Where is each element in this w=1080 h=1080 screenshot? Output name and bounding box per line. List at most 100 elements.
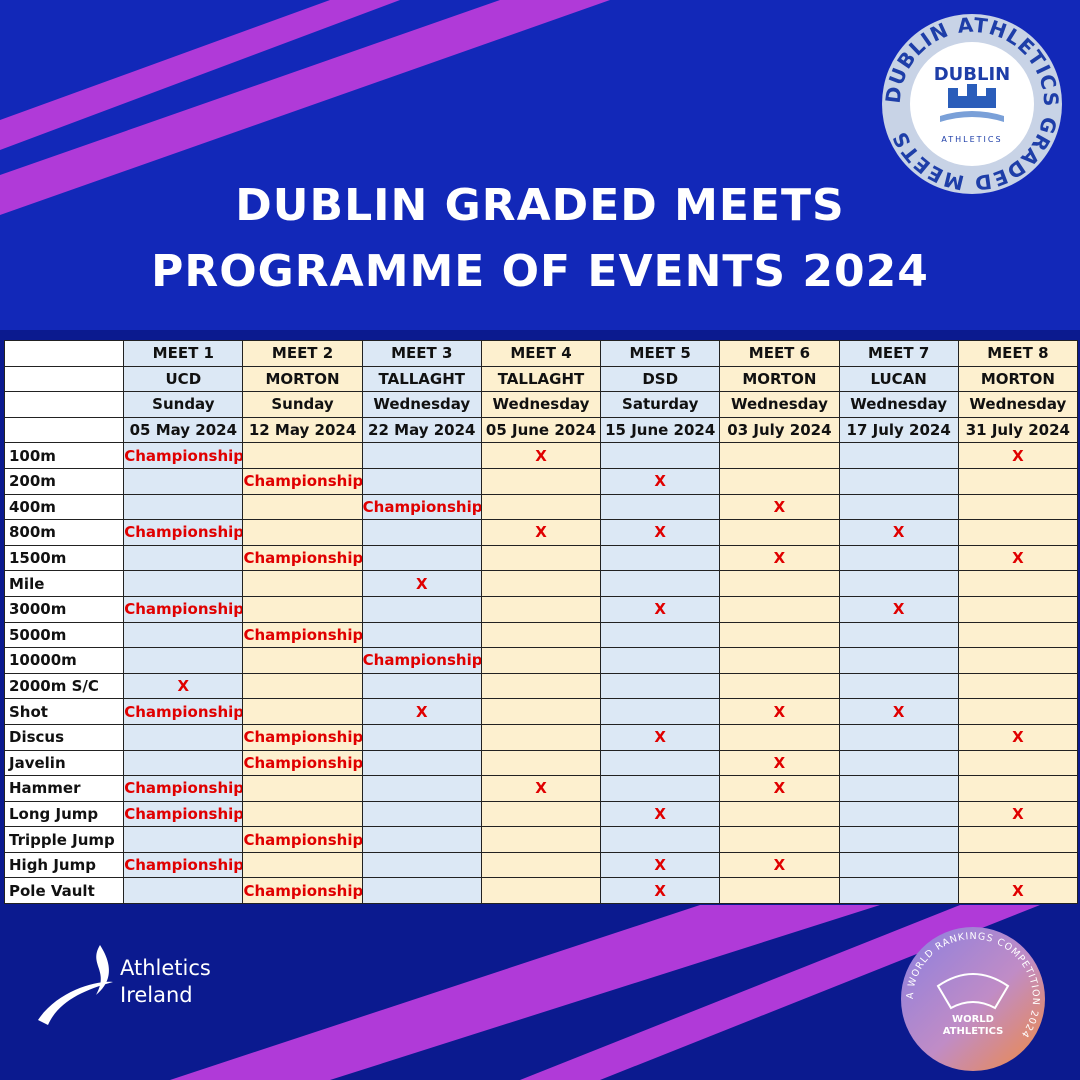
event-cell <box>838 800 959 828</box>
table-row: Shot Championship X X X <box>3 698 1079 725</box>
event-cell: Championship <box>123 595 244 623</box>
table-row: 800m Championship X X X <box>3 519 1079 546</box>
event-cell <box>957 621 1079 649</box>
event-cell: X <box>600 800 721 828</box>
meet-header-row: MEET 1 MEET 2 MEET 3 MEET 4 MEET 5 MEET 6 MEET… <box>3 340 1079 367</box>
event-cell <box>838 877 959 905</box>
event-cell <box>242 672 363 700</box>
dublin-logo-subtitle: ATHLETICS <box>941 135 1002 144</box>
world-athletics-line1: WORLD <box>952 1014 994 1025</box>
dublin-logo-title: DUBLIN <box>934 64 1011 85</box>
event-cell: X <box>600 877 721 905</box>
dublin-athletics-logo: DUBLIN ATHLETICS GRADED MEETS DUBLIN ATH… <box>881 13 1063 196</box>
venue-header: TALLAGHT <box>361 365 482 393</box>
table-row: 100m Championship X X <box>3 442 1079 469</box>
event-cell: X <box>361 570 482 597</box>
meet-header: MEET 3 <box>361 340 482 367</box>
venue-header: LUCAN <box>838 365 959 393</box>
day-header: Saturday <box>600 391 721 418</box>
event-cell <box>123 621 244 649</box>
event-cell: Championship <box>361 493 482 521</box>
event-cell <box>838 647 959 674</box>
event-cell <box>361 519 482 546</box>
event-cell <box>838 749 959 777</box>
event-cell <box>242 595 363 623</box>
athletics-ireland-name-1: Athletics <box>120 956 211 980</box>
event-cell <box>600 775 721 802</box>
table-row: Javelin Championship X <box>3 749 1079 777</box>
event-cell <box>957 672 1079 700</box>
event-cell <box>838 826 959 853</box>
date-header: 22 May 2024 <box>361 416 482 444</box>
event-cell: X <box>600 467 721 495</box>
event-cell: Championship <box>123 698 244 725</box>
event-cell <box>123 877 244 905</box>
date-header: 15 June 2024 <box>600 416 721 444</box>
event-cell <box>361 544 482 572</box>
event-cell <box>600 647 721 674</box>
table-row: 200m Championship X <box>3 467 1079 495</box>
event-cell: X <box>719 775 840 802</box>
event-cell <box>719 877 840 905</box>
meet-header: MEET 6 <box>719 340 840 367</box>
event-name: 3000m <box>3 595 125 623</box>
event-cell <box>838 442 959 469</box>
day-header: Sunday <box>242 391 363 418</box>
event-cell <box>838 723 959 751</box>
event-name: 2000m S/C <box>3 672 125 700</box>
event-cell: X <box>719 544 840 572</box>
event-cell: X <box>480 519 602 546</box>
date-header: 31 July 2024 <box>957 416 1079 444</box>
event-cell: X <box>361 698 482 725</box>
event-cell <box>123 723 244 751</box>
athletics-ireland-logo <box>38 945 113 1025</box>
event-name: Shot <box>3 698 125 725</box>
event-cell: X <box>600 851 721 879</box>
event-cell <box>480 493 602 521</box>
event-cell: X <box>600 595 721 623</box>
event-cell <box>600 570 721 597</box>
event-cell: X <box>957 800 1079 828</box>
world-athletics-line2: ATHLETICS <box>943 1026 1004 1037</box>
event-cell <box>957 595 1079 623</box>
event-cell <box>361 749 482 777</box>
date-header: 03 July 2024 <box>719 416 840 444</box>
event-cell <box>600 621 721 649</box>
event-cell <box>361 800 482 828</box>
date-header: 12 May 2024 <box>242 416 363 444</box>
event-cell: X <box>957 877 1079 905</box>
event-cell <box>838 467 959 495</box>
event-cell <box>242 851 363 879</box>
table-row: Tripple Jump Championship <box>3 826 1079 853</box>
table-row: 3000m Championship X X <box>3 595 1079 623</box>
event-cell <box>957 519 1079 546</box>
event-cell <box>242 647 363 674</box>
event-cell <box>242 493 363 521</box>
venue-header: MORTON <box>957 365 1079 393</box>
event-cell <box>242 519 363 546</box>
event-cell <box>957 775 1079 802</box>
event-name: 200m <box>3 467 125 495</box>
event-cell: Championship <box>361 647 482 674</box>
day-header: Wednesday <box>480 391 602 418</box>
event-cell <box>600 826 721 853</box>
event-cell <box>719 570 840 597</box>
event-cell <box>719 800 840 828</box>
event-cell <box>242 442 363 469</box>
date-header: 17 July 2024 <box>838 416 959 444</box>
meet-header: MEET 2 <box>242 340 363 367</box>
title-line-1: DUBLIN GRADED MEETS <box>235 180 845 231</box>
event-cell <box>361 851 482 879</box>
event-cell <box>838 775 959 802</box>
day-header: Wednesday <box>719 391 840 418</box>
event-cell: Championship <box>242 723 363 751</box>
event-cell: X <box>719 698 840 725</box>
venue-header: TALLAGHT <box>480 365 602 393</box>
event-cell: X <box>719 493 840 521</box>
event-cell <box>957 647 1079 674</box>
event-cell <box>242 800 363 828</box>
event-cell <box>957 493 1079 521</box>
event-cell <box>361 877 482 905</box>
event-name: Discus <box>3 723 125 751</box>
event-cell <box>600 442 721 469</box>
